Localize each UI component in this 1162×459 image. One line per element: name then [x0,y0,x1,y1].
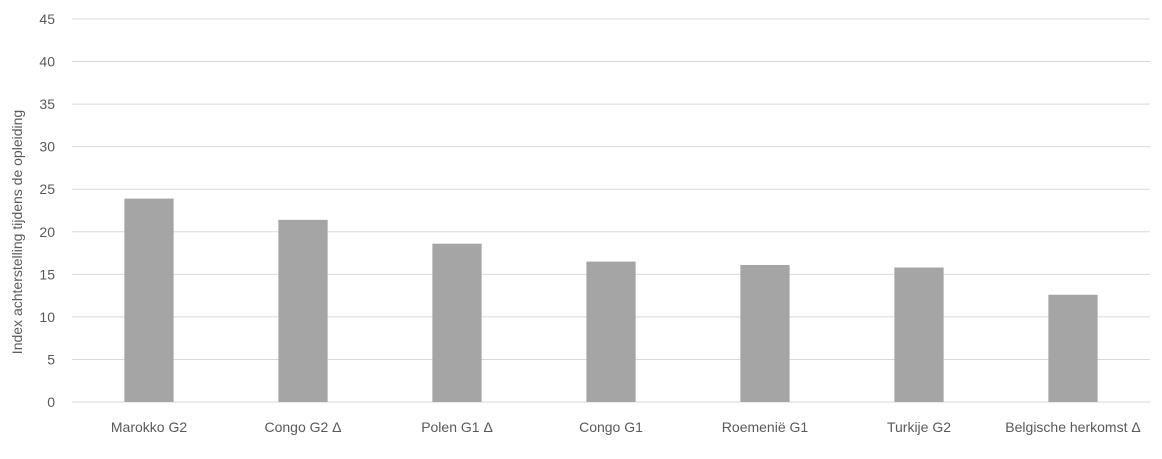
bar-3 [432,243,482,402]
y-tick-label: 40 [39,54,55,70]
y-tick-labels: 0 5 10 15 20 25 30 35 40 45 [39,11,55,410]
x-tick-label: Congo G1 [579,419,643,435]
bars [124,198,1098,402]
y-tick-label: 25 [39,181,55,197]
bar-2 [278,219,328,402]
x-tick-label: Turkije G2 [887,419,951,435]
x-tick-label: Roemenië G1 [722,419,809,435]
bar-6 [894,267,944,402]
x-tick-label: Congo G2 Δ [264,419,341,435]
x-tick-labels: Marokko G2 Congo G2 Δ Polen G1 Δ Congo G1 Ro… [111,419,1141,435]
bar-1 [124,198,174,402]
y-axis-label: Index achterstelling tijdens de opleidin… [9,110,25,354]
y-tick-label: 5 [47,351,55,367]
x-tick-label: Marokko G2 [111,419,187,435]
y-tick-label: 15 [39,266,55,282]
bar-4 [586,261,636,402]
y-tick-label: 35 [39,96,55,112]
y-tick-label: 0 [47,394,55,410]
y-tick-label: 30 [39,139,55,155]
y-tick-label: 20 [39,224,55,240]
x-tick-label: Belgische herkomst Δ [1005,419,1140,435]
y-tick-label: 45 [39,11,55,27]
bar-7 [1048,294,1098,402]
bar-5 [740,264,790,402]
x-tick-label: Polen G1 Δ [421,419,493,435]
gridlines [72,18,1150,403]
y-tick-label: 10 [39,309,55,325]
